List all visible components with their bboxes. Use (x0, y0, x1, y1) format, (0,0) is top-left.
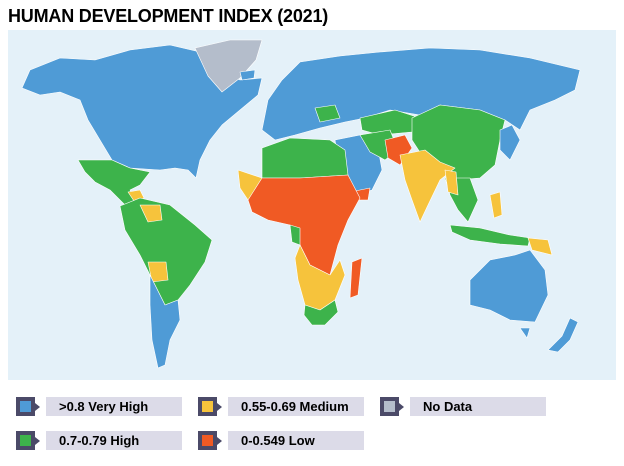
arrow-icon (35, 437, 40, 445)
region-central-africa-low (247, 174, 361, 276)
region-north-africa (261, 137, 349, 179)
region-indonesia (449, 224, 531, 247)
region-gabon (289, 224, 301, 246)
region-southern-cone (149, 274, 181, 369)
region-north-america (21, 44, 263, 179)
legend-label: 0.55-0.69 Medium (228, 397, 364, 416)
region-south-africa (303, 299, 339, 326)
legend-label: >0.8 Very High (46, 397, 182, 416)
legend-label: No Data (410, 397, 546, 416)
region-south-america (119, 197, 213, 306)
legend-label: 0.7-0.79 High (46, 431, 182, 450)
region-ukraine (314, 104, 341, 123)
arrow-icon (217, 403, 222, 411)
region-greenland (194, 39, 263, 93)
world-map (8, 30, 616, 380)
legend-swatch (16, 397, 35, 416)
region-venezuela (139, 204, 163, 223)
legend-swatch (198, 431, 217, 450)
region-madagascar (349, 257, 363, 299)
arrow-icon (35, 403, 40, 411)
legend-label: 0-0.549 Low (228, 431, 364, 450)
region-australia (469, 249, 549, 323)
region-papua (527, 237, 553, 256)
region-iceland (239, 69, 256, 81)
legend-swatch (380, 397, 399, 416)
legend-swatch (16, 431, 35, 450)
region-myanmar (444, 169, 459, 196)
arrow-icon (217, 437, 222, 445)
region-philippines (489, 191, 503, 219)
region-japan-korea (499, 124, 521, 161)
arrow-icon (399, 403, 404, 411)
region-bolivia (147, 261, 169, 283)
region-tasmania (519, 327, 531, 339)
region-india (399, 149, 456, 223)
legend-swatch (198, 397, 217, 416)
region-europe-russia (261, 47, 581, 141)
region-new-zealand (547, 317, 579, 353)
map-title: HUMAN DEVELOPMENT INDEX (2021) (8, 6, 329, 26)
